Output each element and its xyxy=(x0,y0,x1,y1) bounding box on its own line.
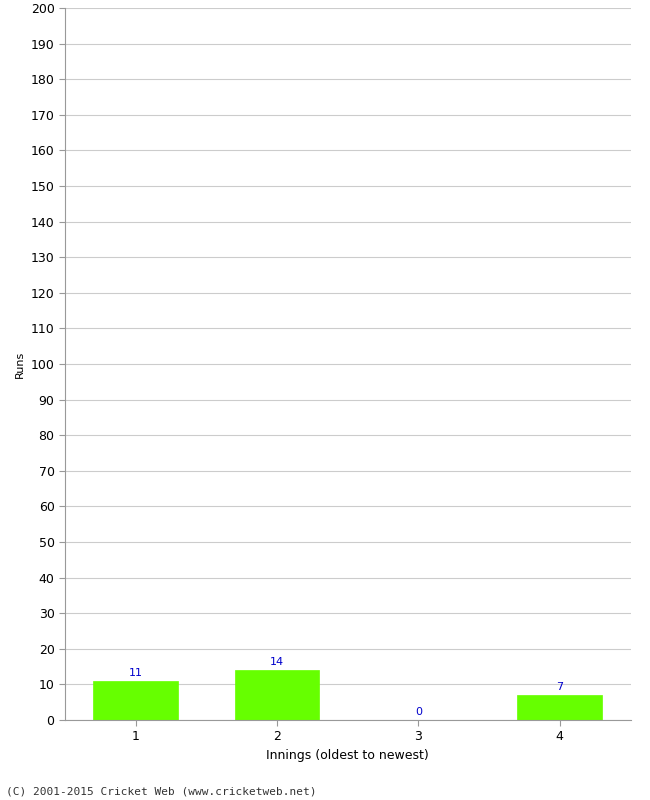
Bar xyxy=(517,695,602,720)
Text: 14: 14 xyxy=(270,658,284,667)
Text: 7: 7 xyxy=(556,682,564,692)
Text: 0: 0 xyxy=(415,707,422,717)
Bar xyxy=(94,681,178,720)
Text: (C) 2001-2015 Cricket Web (www.cricketweb.net): (C) 2001-2015 Cricket Web (www.cricketwe… xyxy=(6,786,317,796)
Y-axis label: Runs: Runs xyxy=(15,350,25,378)
Bar xyxy=(235,670,319,720)
X-axis label: Innings (oldest to newest): Innings (oldest to newest) xyxy=(266,749,429,762)
Text: 11: 11 xyxy=(129,668,143,678)
